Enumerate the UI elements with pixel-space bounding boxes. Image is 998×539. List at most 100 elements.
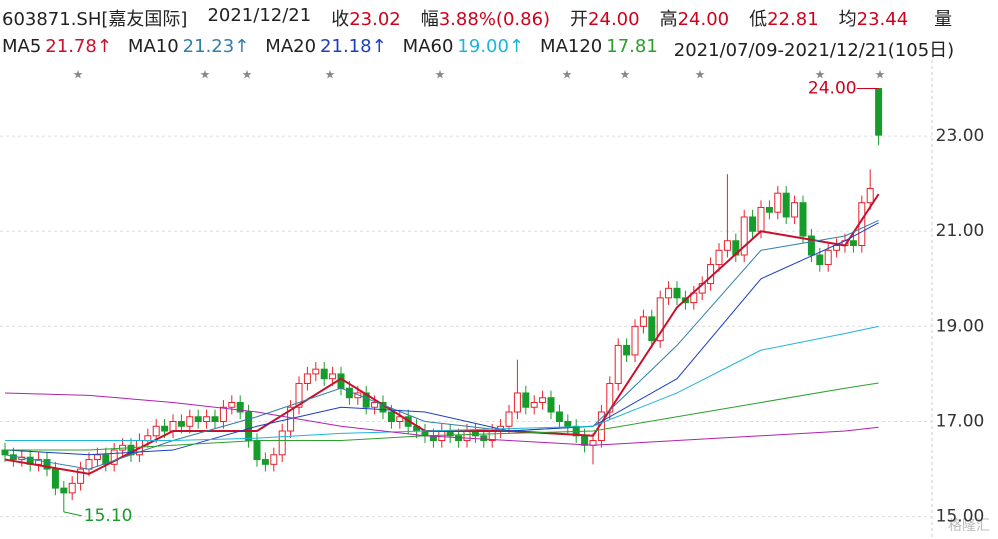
candle-body	[211, 416, 219, 423]
date: 2021/12/21	[207, 5, 312, 26]
candle-body	[345, 387, 353, 399]
candle-body	[93, 454, 101, 461]
ma-line	[5, 325, 879, 442]
volume-label: 量	[934, 9, 953, 30]
candle-body	[589, 440, 597, 446]
y-tick-label: 15.00	[936, 507, 985, 527]
candle-body	[581, 435, 589, 446]
legend-name: MA5	[2, 36, 42, 57]
event-star: ★	[200, 68, 211, 82]
candle-body	[749, 216, 757, 232]
candle-body	[1, 449, 9, 456]
candle-body	[278, 430, 286, 456]
ma-legend: MA5 21.78↑ MA10 21.23↑ MA20 21.18↑ MA60 19.00↑ M…	[2, 36, 954, 62]
candle-body	[564, 421, 572, 427]
candle-body	[824, 249, 832, 266]
event-star: ★	[562, 68, 573, 82]
event-star: ★	[875, 68, 886, 82]
event-star: ★	[620, 68, 631, 82]
legend-name: MA60	[402, 36, 454, 57]
quote-label: 高	[659, 9, 678, 30]
quote-label: 幅	[420, 9, 439, 30]
candle-body	[253, 440, 261, 461]
candle-body	[68, 482, 76, 494]
ma-line	[4, 392, 879, 446]
candle-body	[169, 421, 177, 432]
candle-body	[186, 416, 194, 427]
candle-body	[505, 411, 513, 427]
candle-body	[51, 468, 59, 489]
candle-body	[312, 368, 320, 375]
candle-body	[816, 254, 824, 266]
ma-line	[4, 222, 879, 456]
candle-body	[480, 435, 488, 442]
ma-line	[4, 219, 879, 470]
quote-value: 23.02	[349, 9, 401, 30]
quote-item: 开24.00	[570, 5, 640, 31]
candle-body	[303, 373, 311, 384]
candle-body	[757, 206, 765, 232]
legend-name: MA120	[540, 36, 603, 57]
candle-body	[463, 430, 471, 442]
legend-item: MA5 21.78↑	[2, 36, 112, 62]
candle-body	[656, 297, 664, 342]
candle-body	[43, 459, 51, 470]
candle-body	[539, 397, 547, 403]
quote-label: 低	[749, 9, 768, 30]
candle-body	[833, 245, 841, 251]
legend-value: 21.18↑	[320, 36, 387, 57]
candle-body	[295, 382, 303, 408]
candle-body	[60, 487, 68, 494]
candle-body	[194, 416, 202, 423]
candle-body	[228, 401, 236, 408]
legend-value: 21.78↑	[45, 36, 112, 57]
candle-body	[387, 411, 395, 423]
legend-item: MA10 21.23↑	[128, 36, 249, 62]
candle-body	[765, 206, 773, 213]
legend-item: MA120 17.81	[540, 36, 658, 62]
candle-body	[152, 425, 160, 437]
candle-body	[177, 421, 185, 427]
candle-body	[849, 240, 857, 247]
candle-body	[110, 449, 118, 465]
candle-body	[673, 287, 681, 299]
y-tick-label: 19.00	[936, 316, 985, 336]
candle-body	[236, 401, 244, 413]
quote-item: 均23.44	[839, 5, 909, 31]
quote-value: 24.00	[677, 9, 730, 30]
candle-body	[261, 459, 269, 465]
candle-body	[866, 187, 874, 204]
event-star: ★	[73, 68, 84, 82]
annotation-label: 24.00	[808, 79, 857, 99]
candle-body	[329, 373, 337, 380]
candle-body	[362, 392, 370, 408]
y-tick-label: 17.00	[936, 412, 985, 432]
candle-body	[203, 416, 211, 423]
event-star: ★	[815, 68, 826, 82]
quote-value: 23.44	[856, 9, 909, 30]
y-tick-label: 21.00	[936, 221, 985, 241]
legend-value: 17.81	[606, 36, 658, 57]
header-row: 603871.SH[嘉友国际] 2021/12/21 收23.02 幅3.88%(…	[2, 5, 952, 31]
candle-body	[875, 88, 883, 136]
candle-body	[522, 392, 530, 408]
candle-body	[774, 192, 782, 213]
quote-item: 幅3.88%(0.86)	[421, 5, 550, 31]
annotation-label: 15.10	[84, 506, 133, 526]
ma-line	[4, 193, 880, 475]
candle-body	[723, 240, 731, 251]
annotation-leader	[63, 511, 82, 517]
candle-body	[396, 416, 404, 423]
candle-body	[270, 454, 278, 465]
quote-item: 高24.00	[660, 5, 730, 31]
watermark: 格隆汇	[948, 518, 990, 534]
candle-body	[791, 202, 799, 218]
candle-body	[161, 425, 169, 432]
candle-body	[85, 459, 93, 470]
candle-body	[320, 368, 328, 380]
legend-value: 19.00↑	[457, 36, 525, 57]
candle-body	[245, 411, 253, 442]
event-star: ★	[242, 68, 253, 82]
legend-item: MA20 21.18↑	[265, 36, 386, 62]
